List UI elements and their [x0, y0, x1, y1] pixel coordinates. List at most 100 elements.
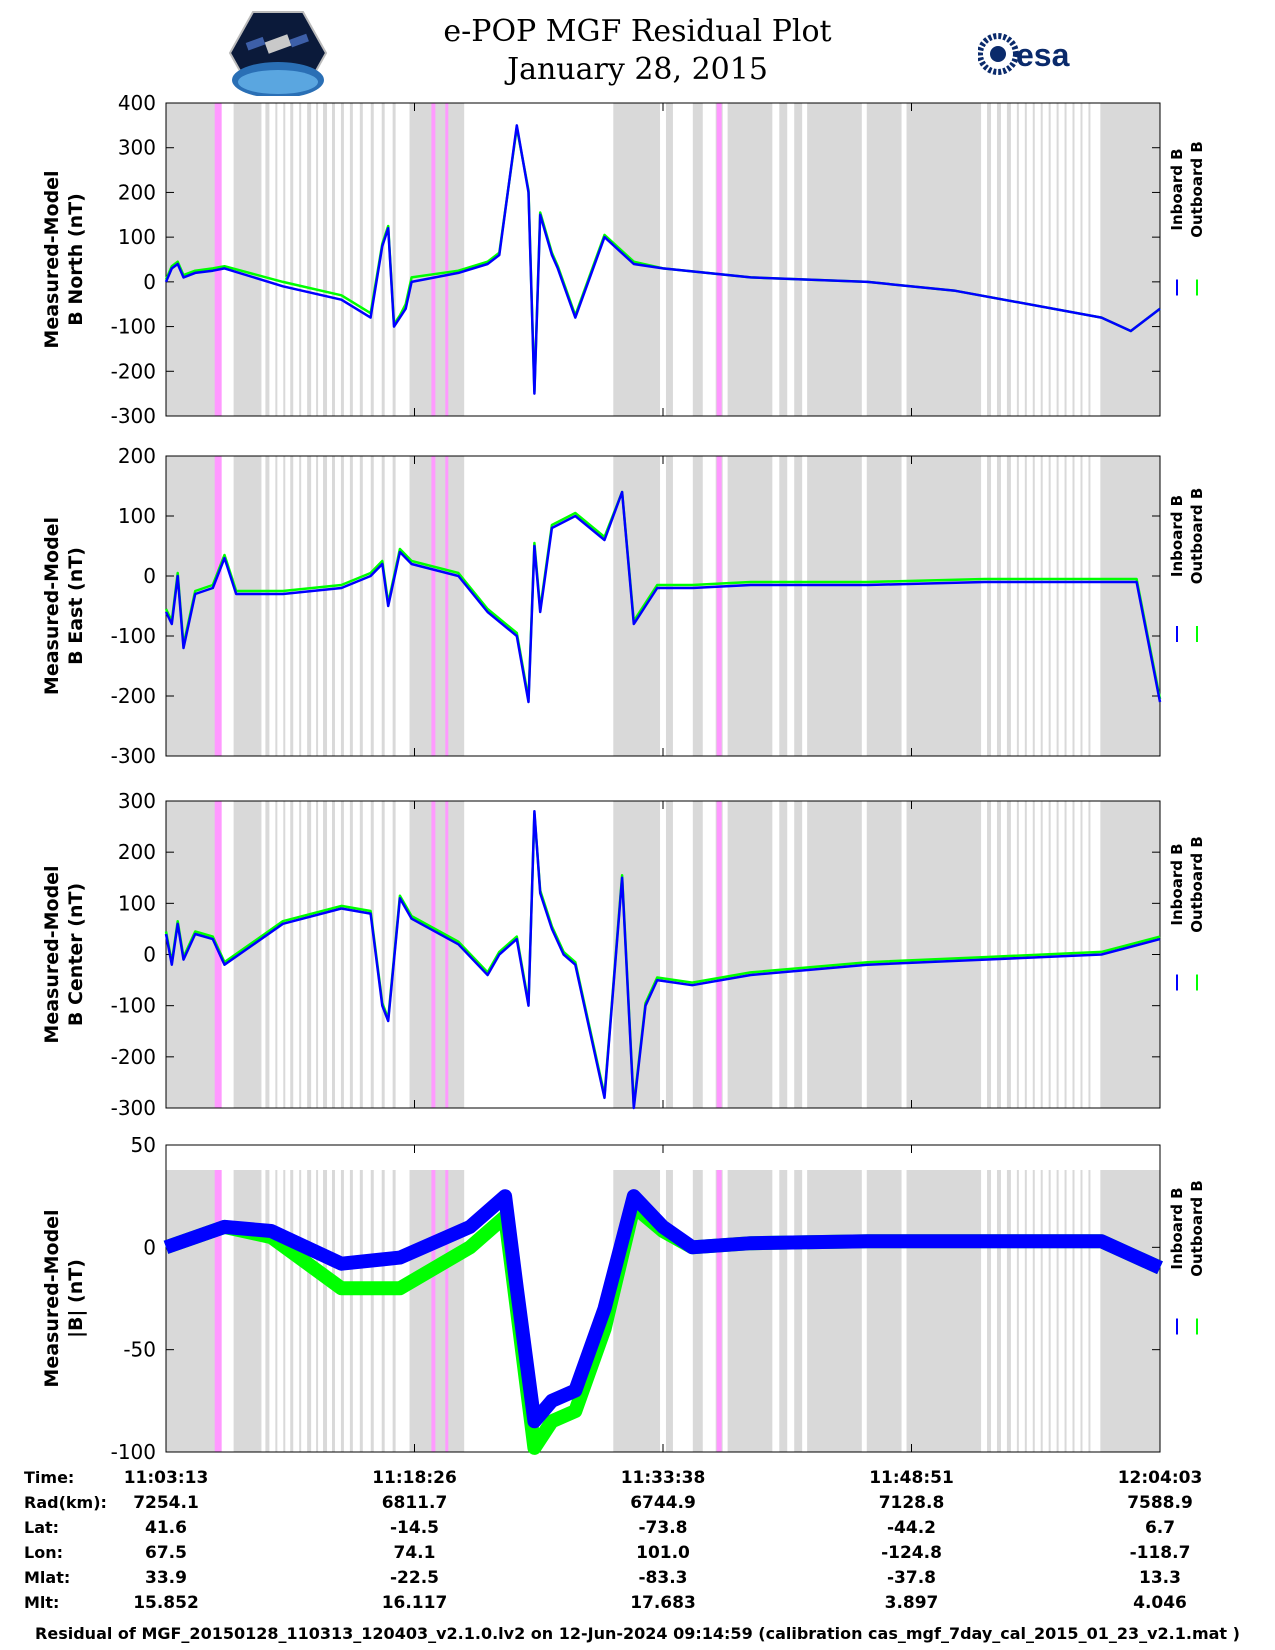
- data-gap-shade: [316, 1170, 319, 1452]
- ephemeris-value: -124.8: [881, 1543, 942, 1563]
- ephemeris-value: 17.683: [630, 1593, 696, 1613]
- y-tick-label: 200: [118, 444, 156, 468]
- ephemeris-value: 7254.1: [133, 1493, 199, 1513]
- event-marker: [214, 1170, 222, 1452]
- data-gap-shade: [1032, 456, 1035, 756]
- chart-subtitle-date: January 28, 2015: [507, 52, 768, 87]
- data-gap-shade: [807, 801, 862, 1108]
- ephemeris-value: 3.897: [884, 1593, 939, 1613]
- data-gap-shade: [392, 103, 396, 416]
- data-gap-shade: [316, 103, 319, 416]
- data-gap-shade: [1024, 1170, 1027, 1452]
- data-gap-shade: [1088, 103, 1091, 416]
- data-gap-shade: [987, 456, 992, 756]
- data-gap-shade: [665, 801, 673, 1108]
- ephemeris-value: -83.3: [638, 1568, 688, 1588]
- y-tick-label: 0: [143, 564, 156, 588]
- data-gap-shade: [807, 456, 862, 756]
- data-gap-shade: [866, 103, 902, 416]
- data-gap-shade: [727, 103, 773, 416]
- y-axis-label: Measured-Model: [41, 170, 63, 348]
- data-gap-shade: [316, 801, 319, 1108]
- ephemeris-table: Time: Rad(km): Lat: Lon: Mlat: Mlt: 11:03:13 72…: [0, 1460, 1275, 1613]
- legend-outboard-label: Outboard B: [1188, 488, 1206, 585]
- data-gap-shade: [692, 1170, 703, 1452]
- data-gap-shade: [613, 801, 661, 1108]
- data-gap-shade: [1032, 103, 1035, 416]
- data-gap-shade: [275, 103, 278, 416]
- data-gap-shade: [996, 456, 1001, 756]
- data-gap-shade: [1024, 103, 1027, 416]
- data-gap-shade: [1056, 1170, 1059, 1452]
- data-gap-shade: [1100, 1170, 1160, 1452]
- data-gap-shade: [166, 103, 216, 416]
- y-axis-label: B North (nT): [65, 193, 87, 326]
- data-gap-shade: [1016, 1170, 1019, 1452]
- data-gap-shade: [1100, 456, 1160, 756]
- series-inboard-line: [164, 124, 1161, 395]
- ephemeris-value: -73.8: [638, 1518, 688, 1538]
- event-marker: [431, 103, 436, 416]
- data-gap-shade: [996, 1170, 1001, 1452]
- legend-inboard-label: Inboard B: [1168, 1187, 1186, 1269]
- data-gap-shade: [370, 801, 374, 1108]
- ephemeris-row-label: Time:: [24, 1468, 75, 1487]
- data-gap-shade: [340, 801, 344, 1108]
- data-gap-shade: [307, 456, 312, 756]
- y-tick-label: -100: [111, 994, 156, 1018]
- data-gap-shade: [996, 801, 1001, 1108]
- data-gap-shade: [409, 456, 465, 756]
- data-gap-shade: [1080, 456, 1083, 756]
- ephemeris-value: 74.1: [393, 1543, 436, 1563]
- chart-title: e-POP MGF Residual Plot: [443, 14, 832, 49]
- y-tick-label: 100: [118, 225, 156, 249]
- data-gap-shade: [299, 1170, 302, 1452]
- data-gap-shade: [987, 801, 992, 1108]
- data-gap-shade: [307, 1170, 312, 1452]
- ephemeris-value: -22.5: [390, 1568, 439, 1588]
- legend-outboard-label: Outboard B: [1188, 836, 1206, 933]
- data-gap-shade: [290, 456, 294, 756]
- panel-magnitude: 50 0 -50 -100 Measured-Model |B| (nT) Inboard …: [41, 1133, 1206, 1460]
- data-gap-shade: [283, 103, 286, 416]
- ephemeris-value: 11:03:13: [123, 1468, 209, 1488]
- data-gap-shade: [1040, 1170, 1043, 1452]
- ephemeris-value: 16.117: [381, 1593, 448, 1613]
- legend-inboard-label: Inboard B: [1168, 843, 1186, 925]
- data-gap-shade: [906, 103, 982, 416]
- data-gap-shade: [613, 456, 661, 756]
- ephemeris-value: 15.852: [133, 1593, 199, 1613]
- data-gap-shade: [794, 1170, 803, 1452]
- data-gap-shade: [779, 801, 788, 1108]
- data-gap-shade: [987, 1170, 992, 1452]
- data-gap-shade: [779, 1170, 788, 1452]
- y-tick-label: 200: [118, 840, 156, 864]
- data-gap-shade: [1100, 103, 1160, 416]
- data-gap-shade: [283, 801, 286, 1108]
- data-gap-shade: [692, 103, 703, 416]
- data-gap-shade: [331, 1170, 335, 1452]
- y-tick-label: -200: [111, 359, 156, 383]
- data-gap-shade: [359, 103, 363, 416]
- data-gap-shade: [283, 456, 286, 756]
- data-gap-shade: [323, 801, 328, 1108]
- y-axis-label: |B| (nT): [65, 1259, 87, 1338]
- data-gap-shade: [1064, 103, 1067, 416]
- data-gap-shade: [265, 1170, 270, 1452]
- data-gap-shade: [316, 456, 319, 756]
- data-gap-shade: [299, 801, 302, 1108]
- data-gap-shade: [1100, 801, 1160, 1108]
- data-gap-shade: [323, 456, 328, 756]
- legend-inboard-label: Inboard B: [1168, 495, 1186, 577]
- data-gap-shade: [290, 801, 294, 1108]
- ephemeris-row-label: Mlat:: [24, 1568, 71, 1587]
- ephemeris-value: 101.0: [636, 1543, 690, 1563]
- y-tick-label: -50: [123, 1338, 156, 1362]
- y-tick-label: -200: [111, 684, 156, 708]
- event-marker: [431, 801, 436, 1108]
- y-tick-label: 300: [118, 136, 156, 160]
- data-gap-shade: [275, 456, 278, 756]
- data-gap-shade: [299, 456, 302, 756]
- legend-outboard-label: Outboard B: [1188, 1180, 1206, 1277]
- data-gap-shade: [866, 1170, 902, 1452]
